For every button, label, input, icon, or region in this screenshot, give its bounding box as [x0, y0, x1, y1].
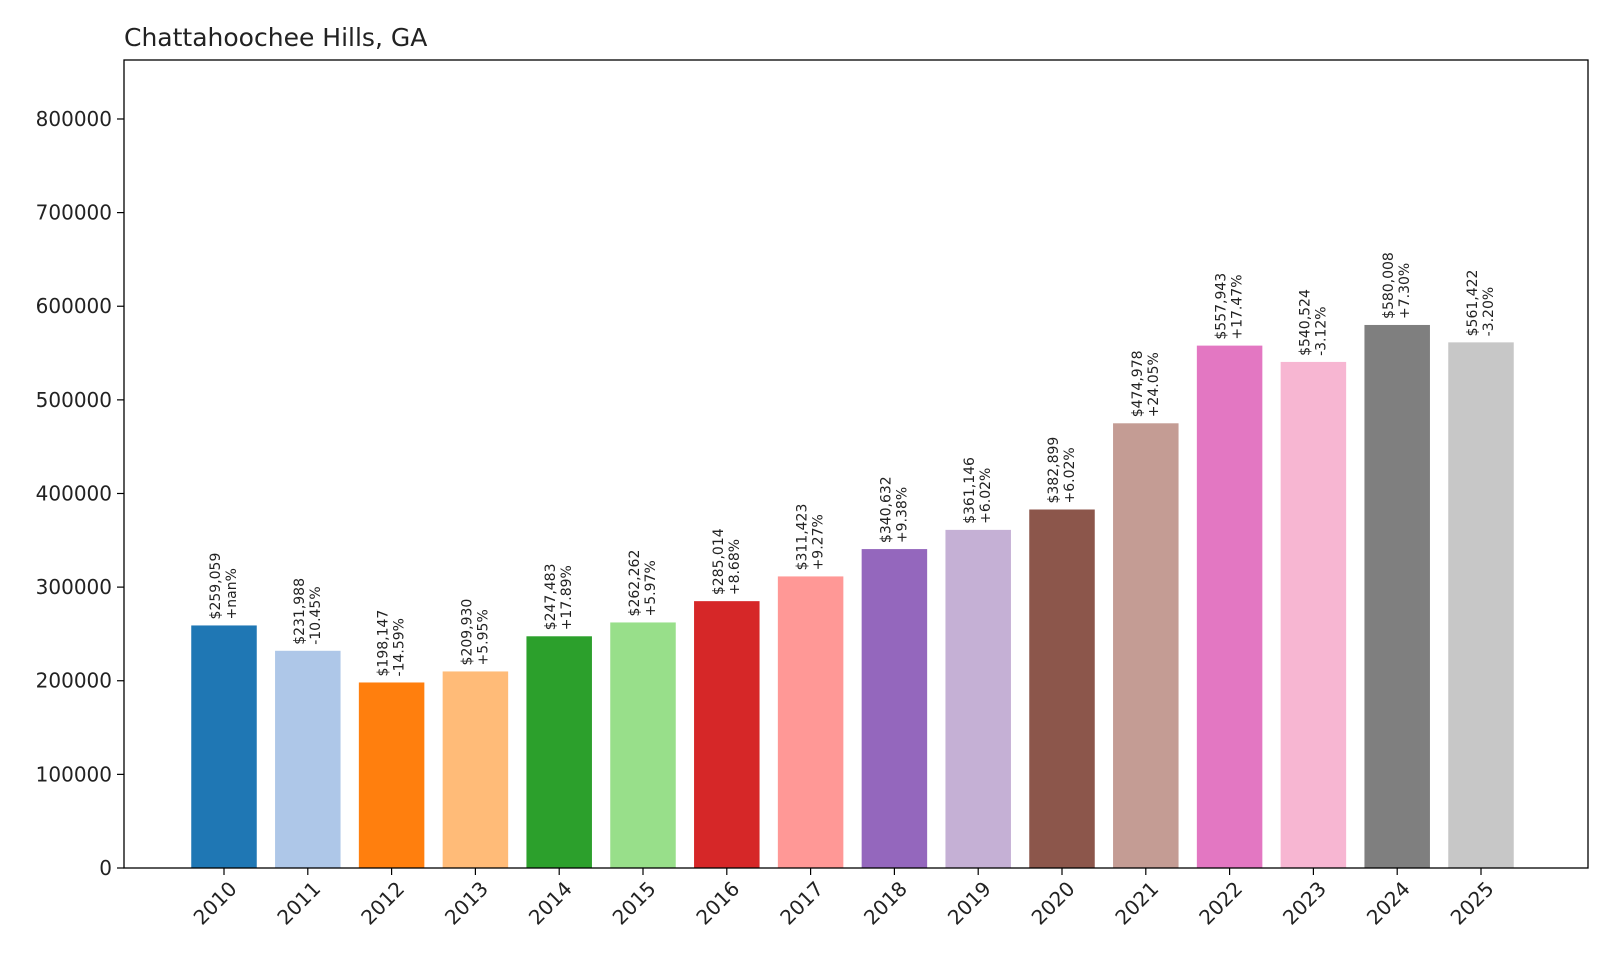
x-tick-label: 2022 [1194, 877, 1247, 930]
bar-change-label: -3.12% [1313, 306, 1329, 356]
x-tick-label: 2012 [356, 877, 409, 930]
bar-2021 [1113, 423, 1179, 868]
bar-2018 [861, 549, 928, 868]
x-tick-label: 2013 [440, 877, 493, 930]
bar-2015 [610, 622, 676, 868]
y-tick-label: 400000 [36, 481, 112, 505]
bar-value-label: $231,988 [292, 578, 308, 645]
bar-labels-group: $259,059 +nan% $231,988 -10.45% $198,147 -14.… [208, 252, 1497, 676]
x-tick-label: 2024 [1362, 877, 1415, 930]
x-tick-label: 2016 [691, 877, 744, 930]
bar-value-label: $580,008 [1381, 252, 1397, 319]
x-tick-label: 2015 [608, 877, 661, 930]
bar-2024 [1364, 324, 1430, 869]
bar-value-label: $382,899 [1046, 437, 1062, 504]
bars-group [191, 324, 1514, 869]
x-tick-label: 2011 [272, 877, 325, 930]
y-tick-label: 200000 [36, 669, 112, 693]
bar-value-label: $557,943 [1214, 273, 1230, 340]
y-tick-label: 100000 [36, 762, 112, 786]
bar-2013 [442, 671, 509, 868]
x-tick-label: 2021 [1110, 877, 1163, 930]
bar-change-label: +6.02% [1062, 447, 1078, 503]
bar-change-label: +17.89% [559, 565, 575, 630]
bar-change-label: -3.20% [1481, 287, 1497, 337]
bar-value-label: $561,422 [1465, 270, 1481, 337]
bar-2010 [191, 625, 257, 868]
bar-change-label: +9.38% [894, 487, 910, 543]
bar-value-label: $311,423 [795, 504, 811, 571]
y-tick-label: 500000 [36, 388, 112, 412]
chart-title: Chattahoochee Hills, GA [124, 23, 427, 52]
y-tick-label: 700000 [36, 201, 112, 225]
bar-value-label: $361,146 [962, 457, 978, 524]
x-tick-label: 2018 [859, 877, 912, 930]
bar-value-label: $259,059 [208, 553, 224, 620]
bar-2023 [1280, 361, 1347, 868]
bar-value-label: $247,483 [543, 563, 559, 630]
y-tick-label: 300000 [36, 575, 112, 599]
bar-2012 [358, 682, 425, 868]
plot-frame [123, 59, 1589, 869]
y-tick-label: 0 [99, 856, 112, 880]
bar-value-label: $285,014 [711, 528, 727, 595]
bar-change-label: -14.59% [392, 618, 408, 676]
x-tick-label: 2010 [189, 877, 242, 930]
bar-change-label: +5.95% [475, 609, 491, 665]
bar-change-label: +9.27% [811, 514, 827, 570]
x-tick-label: 2014 [524, 877, 577, 930]
bar-2020 [1029, 509, 1095, 868]
bar-change-label: +5.97% [643, 560, 659, 616]
bar-2011 [275, 650, 341, 868]
x-tick-label: 2023 [1278, 877, 1331, 930]
y-tick-label: 600000 [36, 294, 112, 318]
bar-change-label: -10.45% [308, 586, 324, 644]
bar-2016 [694, 601, 760, 868]
bar-change-label: +nan% [224, 568, 240, 619]
bar-value-label: $540,524 [1297, 289, 1313, 356]
bar-change-label: +8.68% [727, 539, 743, 595]
bar-2017 [777, 576, 844, 868]
bar-value-label: $340,632 [878, 476, 894, 543]
bar-value-label: $198,147 [376, 610, 392, 677]
bar-value-label: $262,262 [627, 550, 643, 617]
bar-2025 [1448, 342, 1514, 868]
x-axis: 2010 2011 2012 2013 2014 2015 2016 2017 2018 2019… [189, 868, 1499, 930]
bar-change-label: +7.30% [1397, 263, 1413, 319]
bar-2014 [526, 636, 592, 868]
bar-value-label: $209,930 [459, 599, 475, 666]
bar-2019 [945, 529, 1011, 868]
bar-value-label: $474,978 [1130, 350, 1146, 417]
x-tick-label: 2025 [1446, 877, 1499, 930]
y-axis: 0 100000 200000 300000 400000 500000 600000 700… [36, 107, 124, 880]
bar-change-label: +17.47% [1230, 274, 1246, 339]
bar-2022 [1196, 345, 1263, 868]
y-tick-label: 800000 [36, 107, 112, 131]
x-tick-label: 2020 [1027, 877, 1080, 930]
x-tick-label: 2019 [943, 877, 996, 930]
x-tick-label: 2017 [775, 877, 828, 930]
bar-change-label: +6.02% [978, 468, 994, 524]
bar-change-label: +24.05% [1146, 352, 1162, 417]
